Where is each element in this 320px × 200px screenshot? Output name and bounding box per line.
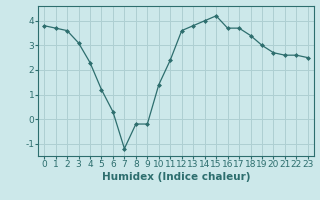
X-axis label: Humidex (Indice chaleur): Humidex (Indice chaleur) — [102, 172, 250, 182]
